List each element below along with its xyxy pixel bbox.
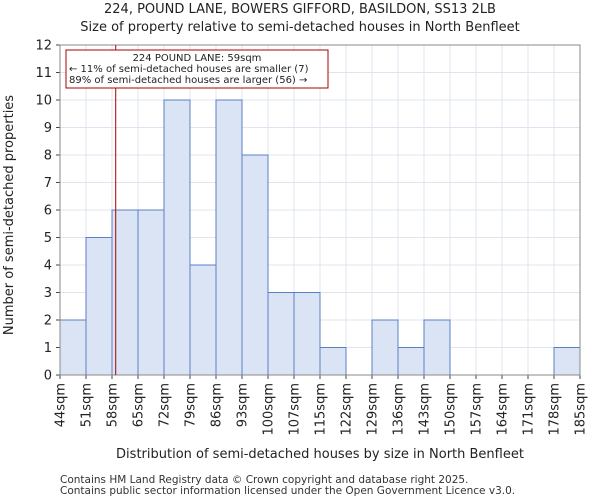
x-axis-label: Distribution of semi-detached houses by … [116, 447, 524, 462]
y-tick-label-12: 12 [35, 39, 52, 54]
y-tick-label-4: 4 [44, 259, 52, 274]
x-tick-label-4: 72sqm [158, 383, 173, 427]
y-tick-label-6: 6 [44, 204, 52, 219]
bar-79sqm [189, 264, 217, 376]
bar-107sqm [293, 292, 321, 376]
bars [59, 99, 581, 376]
x-tick-label-8: 100sqm [262, 383, 277, 436]
bar-178sqm [553, 347, 581, 376]
x-tick-label-11: 122sqm [340, 383, 355, 436]
y-tick-label-7: 7 [44, 176, 52, 191]
x-tick-label-1: 51sqm [80, 383, 95, 427]
bar-51sqm [85, 237, 113, 376]
bar-100sqm [267, 292, 295, 376]
y-tick-label-10: 10 [35, 94, 52, 109]
annotation-line-1: 224 POUND LANE: 59sqm [133, 53, 262, 64]
y-tick-label-8: 8 [44, 149, 52, 164]
y-tick-label-2: 2 [44, 314, 52, 329]
x-tick-label-7: 93sqm [236, 383, 251, 427]
bar-136sqm [397, 347, 425, 376]
annotation-line-2: ← 11% of semi-detached houses are smalle… [69, 64, 309, 75]
x-tick-label-19: 178sqm [548, 383, 563, 436]
y-axis-label: Number of semi-detached properties [2, 95, 17, 335]
bar-115sqm [319, 347, 347, 376]
chart-subtitle: Size of property relative to semi-detach… [80, 20, 520, 35]
bar-65sqm [137, 209, 165, 376]
x-tick-label-20: 185sqm [574, 383, 589, 436]
y-tick-label-0: 0 [44, 369, 52, 384]
plot-frame [59, 44, 581, 376]
bar-129sqm [371, 319, 399, 376]
bar-143sqm [423, 319, 451, 376]
x-tick-label-12: 129sqm [366, 383, 381, 436]
bar-86sqm [215, 99, 243, 376]
x-tick-label-14: 143sqm [418, 383, 433, 436]
x-tick-label-9: 107sqm [288, 383, 303, 436]
y-tick-label-1: 1 [44, 341, 52, 356]
x-tick-label-2: 58sqm [106, 383, 121, 427]
y-tick-label-9: 9 [44, 121, 52, 136]
y-tick-label-3: 3 [44, 286, 52, 301]
x-tick-label-17: 164sqm [496, 383, 511, 436]
y-tick-label-5: 5 [44, 231, 52, 246]
x-tick-label-5: 79sqm [184, 383, 199, 427]
y-tick-label-11: 11 [35, 66, 52, 81]
x-tick-label-6: 86sqm [210, 383, 225, 427]
chart-title: 224, POUND LANE, BOWERS GIFFORD, BASILDO… [104, 2, 496, 17]
annotation-line-3: 89% of semi-detached houses are larger (… [69, 75, 307, 86]
bar-44sqm [59, 319, 87, 376]
x-axis: 44sqm 51sqm 58sqm 65sqm 72sqm 79sqm 86sqm 93sqm… [54, 375, 589, 436]
annotation-frame [65, 49, 329, 89]
footer-line-1: Contains HM Land Registry data © Crown c… [60, 474, 469, 486]
footer-line-2: Contains public sector information licen… [60, 485, 516, 497]
x-tick-label-15: 150sqm [444, 383, 459, 436]
x-tick-label-13: 136sqm [392, 383, 407, 436]
x-tick-label-0: 44sqm [54, 383, 69, 427]
bar-72sqm [163, 99, 191, 376]
bar-93sqm [241, 154, 269, 376]
x-tick-label-10: 115sqm [314, 383, 329, 436]
annotation-box: 224 POUND LANE: 59sqm ← 11% of semi-deta… [65, 49, 329, 89]
x-tick-label-16: 157sqm [470, 383, 485, 436]
x-tick-label-3: 65sqm [132, 383, 147, 427]
x-tick-label-18: 171sqm [522, 383, 537, 436]
